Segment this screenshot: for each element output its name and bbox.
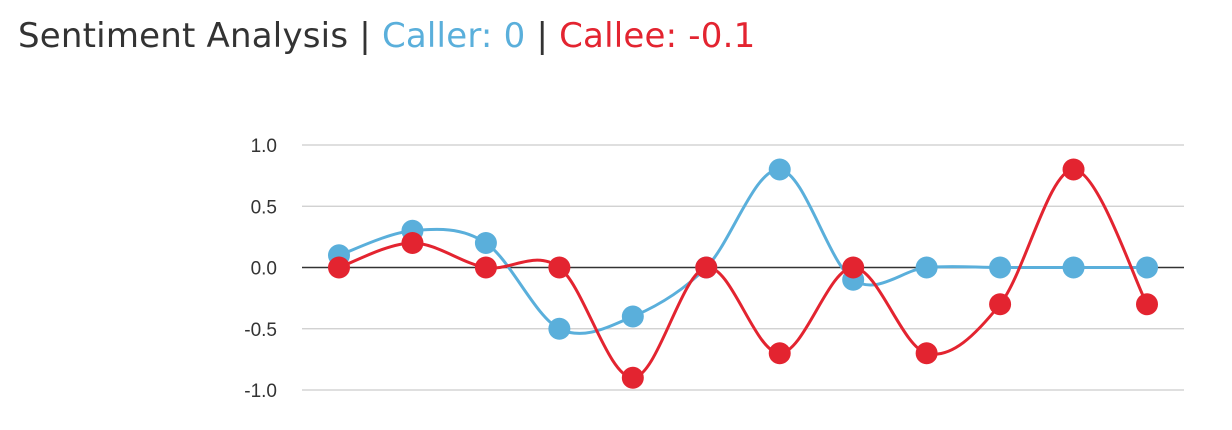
caller-data-point[interactable]	[1136, 256, 1158, 279]
callee-data-point[interactable]	[621, 366, 644, 389]
callee-value: -0.1	[688, 16, 756, 56]
caller-data-point[interactable]	[1062, 256, 1085, 279]
callee-label: Callee:	[559, 16, 678, 56]
callee-data-point[interactable]	[548, 256, 571, 279]
caller-data-point[interactable]	[474, 232, 497, 254]
callee-data-point[interactable]	[474, 256, 497, 279]
page-title: Sentiment Analysis	[18, 16, 349, 56]
y-tick-label: -1.0	[244, 381, 277, 402]
callee-data-point[interactable]	[842, 256, 865, 279]
caller-sentiment: Caller: 0	[382, 16, 525, 56]
chart-header: Sentiment Analysis | Caller: 0 | Callee:…	[18, 12, 755, 60]
caller-data-point[interactable]	[915, 256, 938, 279]
caller-data-point[interactable]	[768, 158, 791, 181]
caller-label: Caller:	[381, 16, 493, 56]
callee-data-point[interactable]	[401, 232, 424, 254]
y-tick-label: 0.0	[251, 259, 277, 280]
callee-data-point[interactable]	[989, 293, 1012, 316]
series-points	[328, 158, 1158, 389]
y-tick-label: 0.5	[251, 197, 277, 218]
grid-layer	[302, 144, 1184, 391]
callee-data-point[interactable]	[328, 256, 350, 279]
y-axis-ticks: 1.0 0.5 0.0 -0.5 -1.0	[244, 136, 277, 402]
callee-data-point[interactable]	[695, 256, 718, 279]
y-tick-label: 1.0	[251, 136, 277, 157]
y-tick-label: -0.5	[244, 320, 277, 341]
callee-series-line	[338, 167, 1149, 380]
caller-value: 0	[503, 16, 526, 56]
callee-data-point[interactable]	[1136, 293, 1158, 316]
caller-data-point[interactable]	[548, 317, 571, 340]
callee-data-point[interactable]	[768, 342, 791, 365]
callee-data-point[interactable]	[1062, 158, 1085, 181]
callee-data-point[interactable]	[915, 342, 938, 365]
header-separator-1: |	[359, 16, 371, 56]
series-lines	[338, 167, 1149, 380]
caller-data-point[interactable]	[621, 305, 644, 328]
header-separator-2: |	[536, 16, 549, 56]
callee-sentiment: Callee: -0.1	[559, 16, 755, 56]
caller-data-point[interactable]	[989, 256, 1012, 279]
